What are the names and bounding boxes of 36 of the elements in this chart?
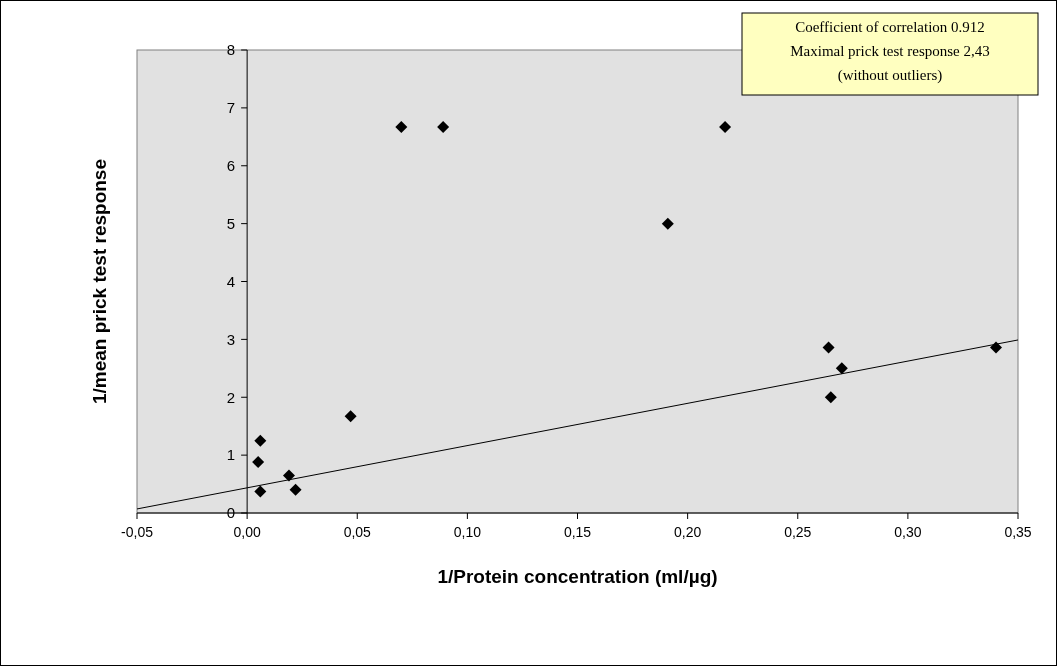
note-box: Coefficient of correlation 0.912 Maximal prick test response 2,43 (without outliers)	[741, 12, 1039, 96]
point	[344, 410, 357, 423]
x-tick-label: 0,25	[784, 524, 812, 540]
point	[289, 483, 302, 496]
y-tick-label: 8	[226, 41, 236, 59]
x-tick-label: 0,35	[1004, 524, 1032, 540]
x-tick-label: 0,05	[343, 524, 372, 540]
x-tick-label: 0,00	[233, 524, 261, 540]
point	[254, 434, 267, 447]
y-axis-title: 1/mean prick test response	[89, 159, 110, 404]
x-tick-label: 0,30	[894, 524, 922, 540]
y-tick-label: 2	[226, 388, 236, 406]
point	[282, 469, 295, 482]
point	[824, 391, 837, 404]
y-tick-label: 7	[226, 99, 236, 117]
x-tick-label: 0,10	[453, 524, 482, 540]
y-tick-label: 3	[226, 330, 236, 348]
point	[822, 341, 835, 354]
x-tick-label: 0,20	[674, 524, 702, 540]
annotation: (without outliers)	[837, 67, 943, 84]
point	[719, 120, 732, 133]
annotation: Maximal prick test response 2,43	[790, 43, 990, 59]
point	[252, 456, 265, 469]
x-axis-title: 1/Protein concentration (ml/µg)	[437, 566, 718, 587]
point	[661, 217, 674, 230]
point	[989, 341, 1002, 354]
point	[437, 120, 450, 133]
y-tick-label: 5	[226, 214, 236, 232]
x-tick-label: -0,05	[121, 524, 154, 540]
y-tick-label: 6	[226, 157, 236, 174]
y-tick-label: 1	[226, 446, 236, 464]
x-tick-label: 0,15	[563, 524, 592, 540]
y-tick-label: 4	[226, 272, 236, 290]
point	[395, 120, 408, 133]
point	[835, 362, 848, 375]
point	[254, 485, 267, 498]
